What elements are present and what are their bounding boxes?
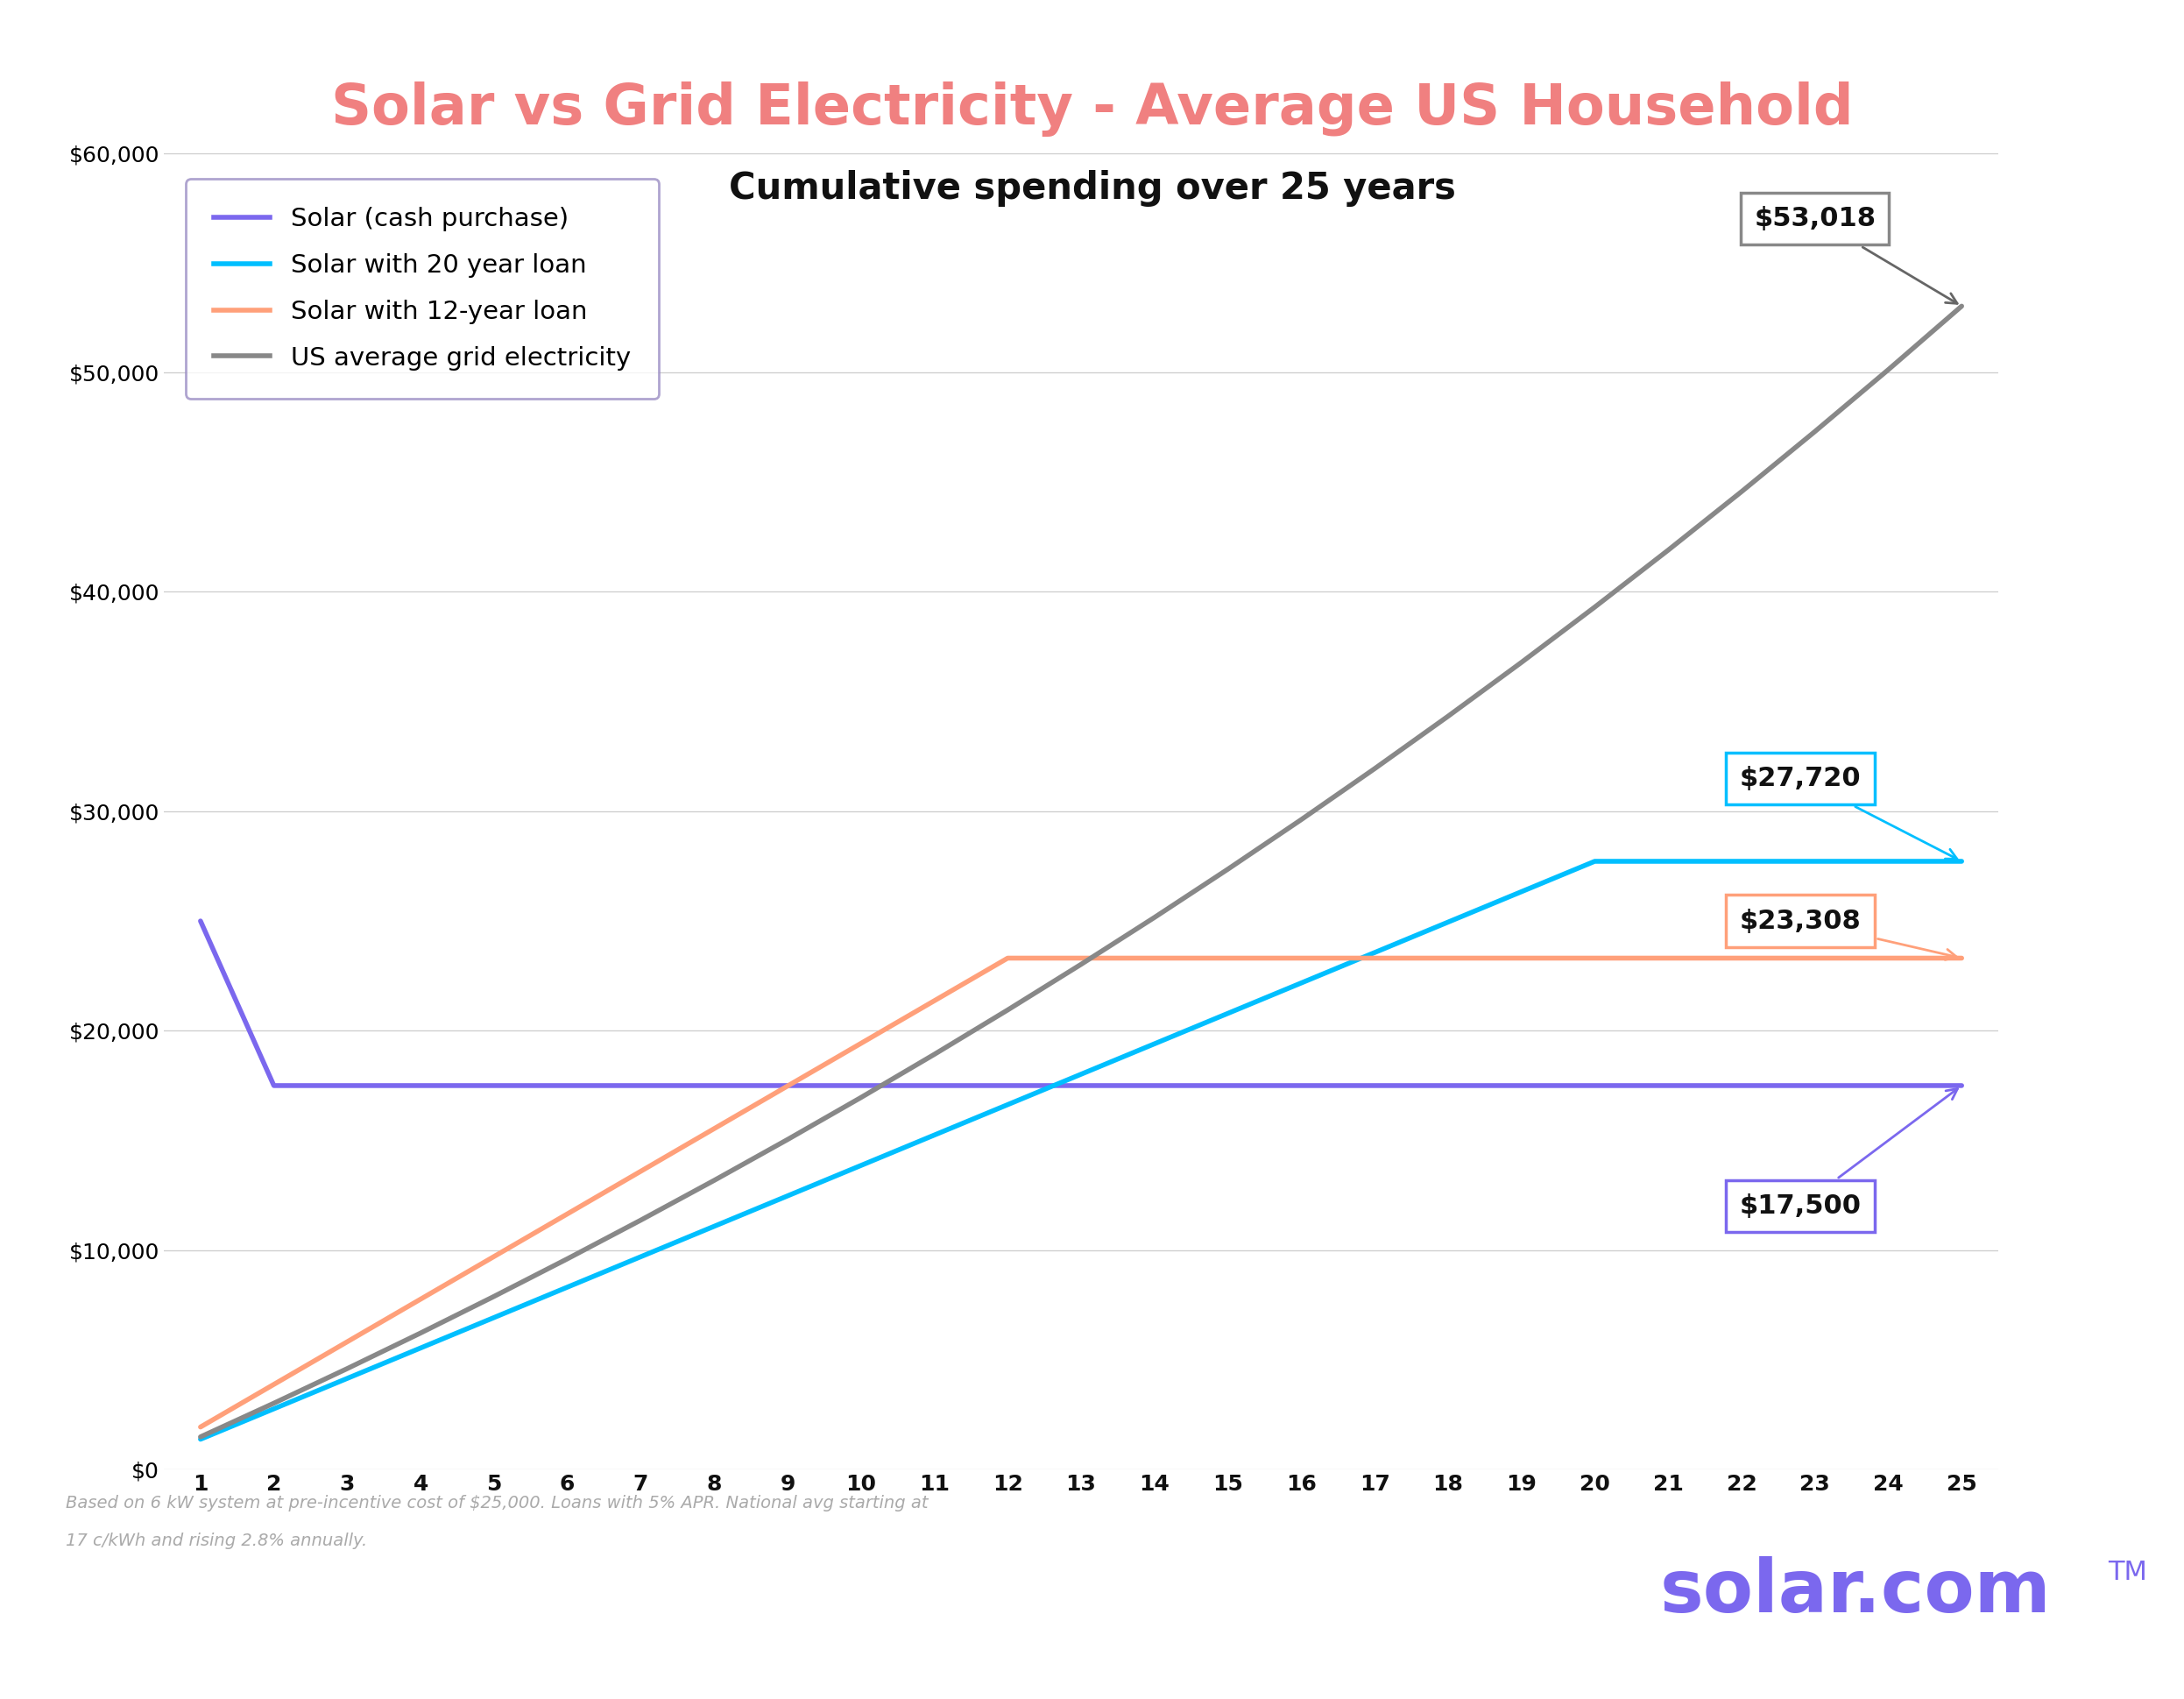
Text: $17,500: $17,500 bbox=[1738, 1089, 1957, 1218]
Text: Cumulative spending over 25 years: Cumulative spending over 25 years bbox=[729, 170, 1455, 207]
Text: Solar vs Grid Electricity - Average US Household: Solar vs Grid Electricity - Average US H… bbox=[330, 82, 1854, 136]
Legend: Solar (cash purchase), Solar with 20 year loan, Solar with 12-year loan, US aver: Solar (cash purchase), Solar with 20 yea… bbox=[186, 178, 660, 398]
Text: $23,308: $23,308 bbox=[1738, 909, 1957, 960]
Text: 17 c/kWh and rising 2.8% annually.: 17 c/kWh and rising 2.8% annually. bbox=[66, 1532, 367, 1549]
Text: TM: TM bbox=[2108, 1560, 2147, 1585]
Text: Based on 6 kW system at pre-incentive cost of $25,000. Loans with 5% APR. Nation: Based on 6 kW system at pre-incentive co… bbox=[66, 1495, 928, 1512]
Text: $27,720: $27,720 bbox=[1738, 766, 1957, 860]
Text: $53,018: $53,018 bbox=[1754, 206, 1957, 304]
Text: solar.com: solar.com bbox=[1660, 1556, 2051, 1628]
